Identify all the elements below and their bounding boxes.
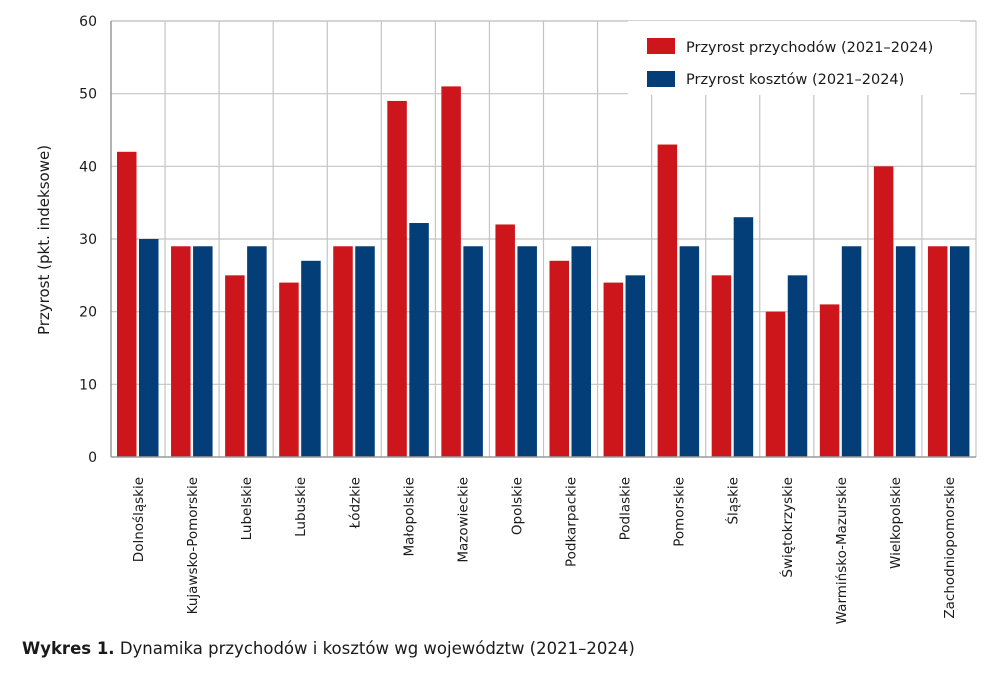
- x-tick-labels: Dolnośląskie Kujawsko-Pomorskie Lubelskie L…: [131, 477, 958, 624]
- bar-costs: [787, 275, 808, 457]
- y-tick-label: 20: [79, 305, 97, 321]
- y-axis-title: Przyrost (pkt. indeksowe): [35, 145, 53, 335]
- bar-revenue: [171, 246, 191, 457]
- bar-revenue: [765, 311, 786, 457]
- bar-costs: [733, 217, 754, 457]
- bar-costs: [193, 246, 213, 457]
- caption-label: Wykres 1.: [22, 639, 115, 658]
- bar-costs: [571, 246, 591, 457]
- bar-revenue: [711, 275, 732, 457]
- bar-revenue: [549, 260, 569, 457]
- bar-revenue: [603, 282, 624, 457]
- y-tick-label: 0: [88, 450, 97, 466]
- y-tick-label: 10: [79, 377, 97, 393]
- y-tick-label: 40: [79, 159, 97, 175]
- bar-revenue: [819, 304, 840, 457]
- legend-swatch-costs: [647, 71, 675, 87]
- x-tick-label: Świętokrzyskie: [778, 477, 796, 578]
- bar-costs: [679, 246, 700, 457]
- bar-revenue: [279, 282, 299, 457]
- x-tick-label: Dolnośląskie: [131, 477, 147, 562]
- bar-costs: [841, 246, 862, 457]
- legend-label-costs: Przyrost kosztów (2021–2024): [686, 72, 904, 88]
- bar-costs: [409, 223, 429, 457]
- x-tick-label: Mazowieckie: [455, 477, 471, 563]
- bar-revenue: [441, 86, 461, 458]
- legend-background: [628, 21, 960, 95]
- bar-revenue: [657, 144, 678, 458]
- x-tick-label: Śląskie: [724, 477, 742, 525]
- bar-revenue: [333, 246, 353, 457]
- bar-revenue: [225, 275, 245, 457]
- bar-revenue: [495, 224, 515, 457]
- x-tick-label: Kujawsko-Pomorskie: [185, 477, 201, 614]
- bar-revenue: [873, 166, 894, 458]
- bar-costs: [463, 246, 483, 457]
- bar-costs: [355, 246, 375, 457]
- x-tick-label: Lubuskie: [293, 477, 309, 537]
- x-tick-label: Lubelskie: [239, 477, 255, 540]
- x-tick-label: Zachodniopomorskie: [942, 477, 958, 619]
- x-tick-label: Łódzkie: [347, 477, 363, 529]
- bar-costs: [625, 275, 646, 457]
- bar-costs: [895, 246, 916, 457]
- bars: [117, 86, 970, 458]
- bar-costs: [517, 246, 537, 457]
- bar-costs: [301, 260, 321, 457]
- y-tick-labels: 0 10 20 30 40 50 60: [79, 14, 97, 466]
- x-tick-label: Warmińsko-Mazurskie: [834, 477, 850, 624]
- y-tick-label: 50: [79, 87, 97, 103]
- legend-swatch-revenue: [647, 38, 675, 54]
- bar-costs: [139, 239, 159, 457]
- figure-caption: Wykres 1. Dynamika przychodów i kosztów …: [22, 639, 635, 658]
- x-tick-label: Wielkopolskie: [888, 477, 904, 569]
- bar-revenue: [927, 246, 948, 457]
- bar-revenue: [117, 151, 137, 458]
- y-tick-label: 60: [79, 14, 97, 30]
- x-tick-label: Podkarpackie: [564, 477, 580, 567]
- bar-costs: [247, 246, 267, 457]
- x-tick-label: Podlaskie: [618, 477, 634, 540]
- y-tick-label: 30: [79, 232, 97, 248]
- legend-label-revenue: Przyrost przychodów (2021–2024): [686, 40, 933, 56]
- bar-revenue: [387, 100, 407, 457]
- bar-costs: [949, 246, 970, 457]
- legend: Przyrost przychodów (2021–2024) Przyrost…: [628, 21, 960, 95]
- x-tick-label: Małopolskie: [401, 477, 417, 557]
- x-tick-label: Opolskie: [509, 477, 525, 535]
- x-tick-label: Pomorskie: [672, 477, 688, 547]
- bar-chart: 0 10 20 30 40 50 60 Dolnośląskie Kujawsko-Pomor…: [35, 14, 977, 624]
- caption-text: Dynamika przychodów i kosztów wg wojewód…: [114, 639, 635, 658]
